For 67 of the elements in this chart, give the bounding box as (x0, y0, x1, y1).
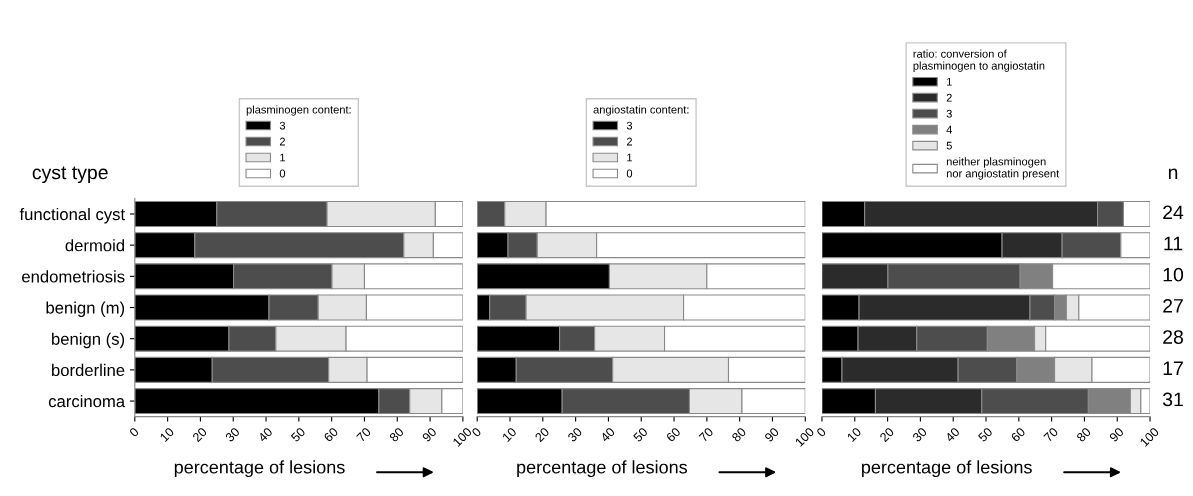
x-axis-title: percentage of lesions (517, 460, 688, 478)
legend-label: 1 (947, 77, 952, 86)
x-tick-label: 40 (599, 426, 616, 443)
y-tick-label: borderline (52, 363, 125, 377)
x-tick-label: 70 (356, 426, 372, 443)
x-tick-label: 100 (794, 426, 815, 447)
x-tick-label: 30 (224, 426, 241, 443)
x-tick-label: 80 (731, 426, 747, 443)
x-tick-label: 0 (128, 426, 140, 438)
x-tick-label: 60 (323, 426, 339, 443)
legend-label: 3 (279, 121, 286, 130)
y-tick-label: carcinoma (48, 395, 126, 408)
legend-label: 4 (946, 125, 953, 134)
x-tick-label: 20 (879, 426, 895, 443)
y-axis-title: cyst type (32, 166, 108, 184)
x-tick-label: 100 (1139, 426, 1160, 447)
x-tick-label: 90 (421, 426, 438, 443)
legend-label: 2 (279, 137, 285, 146)
x-tick-label: 80 (388, 426, 405, 443)
legend-label: 5 (946, 141, 952, 150)
y-tick-label: benign (m) (46, 301, 125, 318)
y-tick-label: dermoid (65, 239, 125, 252)
x-tick-label: 20 (192, 426, 208, 443)
x-axis-title: percentage of lesions (862, 460, 1032, 478)
legend-label: 0 (626, 169, 633, 178)
legend-label: 3 (946, 109, 952, 118)
text: 31 (1162, 392, 1183, 407)
x-tick-label: 40 (944, 426, 961, 443)
x-tick-label: 10 (846, 426, 862, 443)
x-tick-label: 60 (1010, 426, 1026, 443)
x-tick-label: 0 (815, 426, 827, 438)
x-tick-label: 40 (257, 426, 273, 443)
legend-label: neither plasminogen nor angiostatin present (946, 157, 1060, 180)
x-tick-label: 30 (911, 426, 928, 443)
legend-label: 0 (279, 169, 286, 178)
text: 17 (1163, 361, 1183, 375)
text: 24 (1163, 205, 1184, 220)
legend-label: 2 (626, 137, 633, 146)
y-tick-label: functional cyst (19, 207, 125, 224)
x-tick-label: 20 (534, 426, 550, 443)
text: 11 (1164, 236, 1183, 251)
x-tick-label: 90 (1108, 426, 1125, 443)
legend-label: 1 (280, 153, 286, 162)
legend-title: angiostatin content: (593, 105, 689, 116)
x-tick-label: 50 (632, 426, 649, 443)
x-tick-label: 90 (764, 426, 780, 443)
x-tick-label: 50 (290, 426, 306, 443)
x-tick-label: 70 (1043, 426, 1059, 443)
legend-title: plasminogen content: (246, 105, 351, 116)
y2-axis-title: n (1168, 168, 1178, 180)
y-tick-label: benign (s) (52, 332, 125, 349)
legend-label: 1 (627, 153, 633, 162)
x-tick-label: 80 (1076, 426, 1092, 443)
text: 28 (1163, 330, 1183, 344)
x-axis-title: percentage of lesions (174, 460, 345, 478)
y-tick-label: endometriosis (22, 270, 125, 283)
x-tick-label: 30 (567, 426, 583, 443)
x-tick-label: 50 (977, 426, 993, 443)
legend-title: ratio: conversion of plasminogen to angiostatin (913, 49, 1045, 72)
x-tick-label: 10 (501, 426, 517, 443)
legend-label: 2 (946, 93, 952, 102)
x-tick-label: 10 (159, 426, 175, 443)
text: 27 (1163, 298, 1183, 313)
legend-label: 3 (626, 121, 633, 130)
x-tick-label: 60 (665, 426, 681, 443)
text: 10 (1163, 267, 1184, 282)
x-tick-label: 70 (698, 426, 714, 443)
